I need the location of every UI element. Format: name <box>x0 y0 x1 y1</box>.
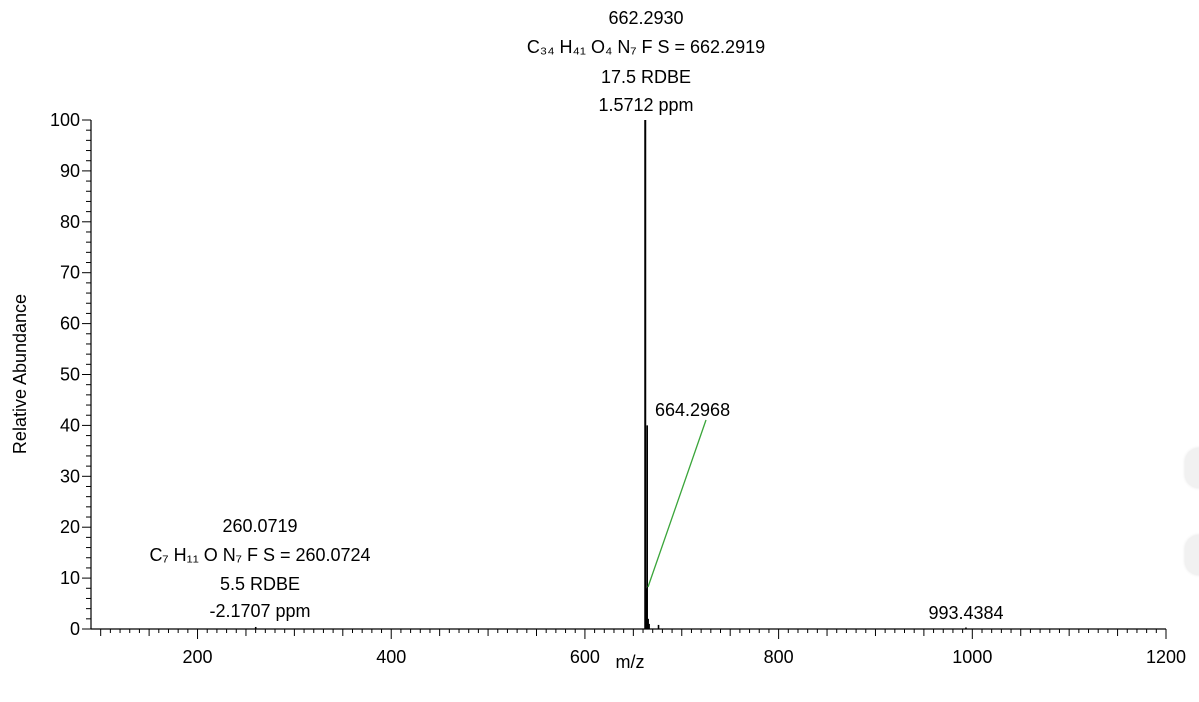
x-tick-label: 400 <box>376 647 406 667</box>
y-axis-title: Relative Abundance <box>10 294 30 454</box>
y-tick-label: 80 <box>60 212 80 232</box>
side-scroll-button-lower[interactable] <box>1185 535 1199 575</box>
y-tick-label: 70 <box>60 263 80 283</box>
main-peak-formula: C₃₄ H₄₁ O₄ N₇ F S = 662.2919 <box>527 37 765 57</box>
x-tick-label: 1000 <box>952 647 992 667</box>
fragment-rdbe: 5.5 RDBE <box>220 574 300 594</box>
x-axis: 200 400 600 800 1000 1200 <box>91 628 1186 667</box>
y-tick-label: 100 <box>50 110 80 130</box>
fragment-ppm: -2.1707 ppm <box>209 601 310 621</box>
main-peak-mz: 662.2930 <box>608 8 683 28</box>
y-axis: 0 10 20 30 40 50 60 70 80 90 100 <box>50 110 92 639</box>
y-tick-label: 10 <box>60 568 80 588</box>
high-mass-peak-label: 993.4384 <box>928 603 1003 623</box>
y-tick-label: 40 <box>60 415 80 435</box>
peaks <box>254 120 967 629</box>
leader-line <box>647 419 707 588</box>
y-tick-label: 20 <box>60 517 80 537</box>
y-tick-label: 50 <box>60 365 80 385</box>
side-scroll-button-upper[interactable] <box>1185 448 1199 488</box>
x-tick-label: 200 <box>183 647 213 667</box>
isotope-peak-label: 664.2968 <box>655 400 730 420</box>
y-tick-label: 90 <box>60 161 80 181</box>
x-tick-label: 1200 <box>1146 647 1186 667</box>
y-tick-label: 30 <box>60 466 80 486</box>
annotation-main-peak: 662.2930 C₃₄ H₄₁ O₄ N₇ F S = 662.2919 17… <box>527 8 765 115</box>
x-axis-title: m/z <box>616 652 645 672</box>
y-tick-label: 0 <box>70 619 80 639</box>
annotation-fragment-peak: 260.0719 C₇ H₁₁ O N₇ F S = 260.0724 5.5 … <box>149 516 370 621</box>
fragment-mz: 260.0719 <box>222 516 297 536</box>
main-peak-ppm: 1.5712 ppm <box>598 95 693 115</box>
y-tick-label: 60 <box>60 314 80 334</box>
x-tick-label: 600 <box>570 647 600 667</box>
main-peak-rdbe: 17.5 RDBE <box>601 67 691 87</box>
fragment-formula: C₇ H₁₁ O N₇ F S = 260.0724 <box>149 545 370 565</box>
x-tick-label: 800 <box>764 647 794 667</box>
